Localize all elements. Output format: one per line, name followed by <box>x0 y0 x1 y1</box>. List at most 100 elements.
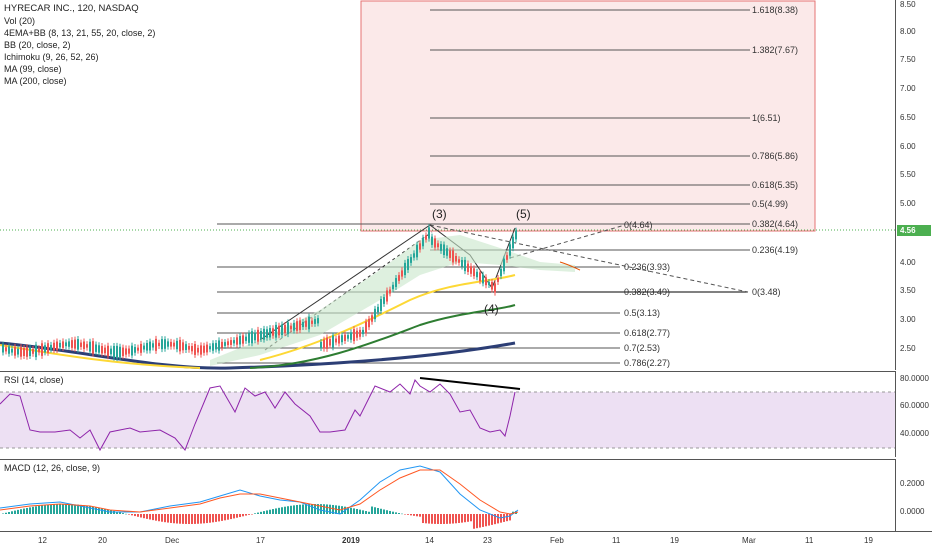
candles <box>2 224 517 362</box>
macd-bar <box>80 504 82 514</box>
macd-bar <box>62 504 64 514</box>
macd-bar <box>218 514 220 522</box>
candle-body <box>440 244 442 251</box>
candle-body <box>200 345 202 355</box>
time-tick: 14 <box>425 536 434 545</box>
candle-body <box>284 324 286 334</box>
rsi-legend[interactable]: RSI (14, close) <box>4 375 64 385</box>
macd-bar <box>215 514 217 522</box>
candle-body <box>383 297 385 304</box>
candle-body <box>389 289 391 294</box>
candle-body <box>476 271 478 278</box>
macd-legend[interactable]: MACD (12, 26, close, 9) <box>4 463 101 473</box>
macd-bar <box>446 514 448 524</box>
macd-bar <box>248 514 250 515</box>
macd-bar <box>383 509 385 514</box>
macd-pane[interactable]: MACD (12, 26, close, 9) <box>0 459 895 532</box>
candle-body <box>425 235 427 240</box>
indicator-ichimoku[interactable]: Ichimoku (9, 26, 52, 26) <box>4 52 99 62</box>
candle-body <box>494 283 496 293</box>
indicator-ma-200[interactable]: MA (200, close) <box>4 76 67 86</box>
macd-axis[interactable]: 0.2000 0.0000 <box>895 459 932 531</box>
macd-bar <box>8 512 10 514</box>
macd-bar <box>476 514 478 529</box>
macd-bar <box>41 505 43 514</box>
candle-body <box>17 348 19 355</box>
indicator-ma-99[interactable]: MA (99, close) <box>4 64 62 74</box>
time-axis[interactable]: 12 20 Dec 17 2019 14 23 Feb 11 19 Mar 11… <box>0 531 932 551</box>
time-tick: 11 <box>612 536 621 545</box>
symbol-title[interactable]: HYRECAR INC., 120, NASDAQ <box>4 3 139 14</box>
macd-bar <box>311 504 313 514</box>
macd-bar <box>377 508 379 514</box>
price-chart-svg <box>0 0 895 370</box>
macd-bar <box>482 514 484 527</box>
wave-label-3: (3) <box>432 207 447 221</box>
fib-label: 1.618(8.38) <box>752 5 799 15</box>
time-tick: 23 <box>483 536 492 545</box>
rsi-axis[interactable]: 80.0000 60.0000 40.0000 <box>895 371 932 457</box>
macd-bar <box>299 504 301 514</box>
candle-body <box>260 331 262 339</box>
indicator-4ema-bb[interactable]: 4EMA+BB (8, 13, 21, 55, 20, close, 2) <box>4 28 156 38</box>
candle-body <box>83 341 85 350</box>
macd-bar <box>422 514 424 524</box>
candle-body <box>41 343 43 356</box>
macd-bar <box>503 514 505 522</box>
candle-body <box>416 244 418 258</box>
candle-body <box>134 347 136 353</box>
candle-body <box>158 342 160 347</box>
candle-body <box>455 256 457 262</box>
indicator-vol[interactable]: Vol (20) <box>4 16 36 26</box>
macd-bar <box>77 504 79 514</box>
candle-body <box>392 284 394 290</box>
macd-bar <box>269 509 271 514</box>
candle-body <box>101 345 103 354</box>
candle-body <box>497 278 499 282</box>
candle-body <box>104 347 106 354</box>
candle-body <box>311 320 313 324</box>
macd-bar <box>266 510 268 514</box>
macd-bar <box>497 514 499 524</box>
rsi-pane[interactable]: RSI (14, close) <box>0 371 895 458</box>
candle-body <box>212 343 214 351</box>
price-axis[interactable]: 8.50 8.00 7.50 7.00 6.50 6.00 5.50 5.00 … <box>895 0 932 370</box>
macd-bar <box>365 511 367 514</box>
macd-bar <box>500 514 502 523</box>
macd-bar <box>287 506 289 514</box>
macd-bar <box>161 514 163 522</box>
candle-body <box>50 344 52 350</box>
fib-label: 0.236(4.19) <box>752 245 799 255</box>
time-tick: 11 <box>805 536 814 545</box>
candle-body <box>173 342 175 347</box>
macd-bar <box>233 514 235 519</box>
macd-bar <box>200 514 202 524</box>
ema-line-left <box>0 344 201 369</box>
time-tick: 17 <box>256 536 265 545</box>
candle-body <box>287 322 289 335</box>
candle-body <box>44 345 46 353</box>
candle-body <box>374 308 376 320</box>
candle-body <box>470 266 472 274</box>
macd-bar <box>149 514 151 520</box>
macd-bar <box>53 504 55 514</box>
ichimoku-span <box>559 261 581 271</box>
candle-body <box>98 345 100 353</box>
candle-body <box>500 268 502 277</box>
candle-body <box>146 343 148 351</box>
time-tick: 19 <box>670 536 679 545</box>
macd-bar <box>506 514 508 522</box>
price-tick: 6.50 <box>900 113 916 122</box>
rsi-divergence-line <box>419 377 521 390</box>
candle-body <box>170 341 172 347</box>
candle-body <box>8 346 10 354</box>
candle-body <box>458 259 460 263</box>
candle-body <box>143 345 145 350</box>
macd-bar <box>296 505 298 514</box>
candle-body <box>74 339 76 349</box>
macd-bar <box>356 508 358 514</box>
indicator-bb[interactable]: BB (20, close, 2) <box>4 40 71 50</box>
price-chart-pane[interactable]: HYRECAR INC., 120, NASDAQ Vol (20) 4EMA+… <box>0 0 895 370</box>
macd-bar <box>260 511 262 514</box>
candle-body <box>467 263 469 272</box>
